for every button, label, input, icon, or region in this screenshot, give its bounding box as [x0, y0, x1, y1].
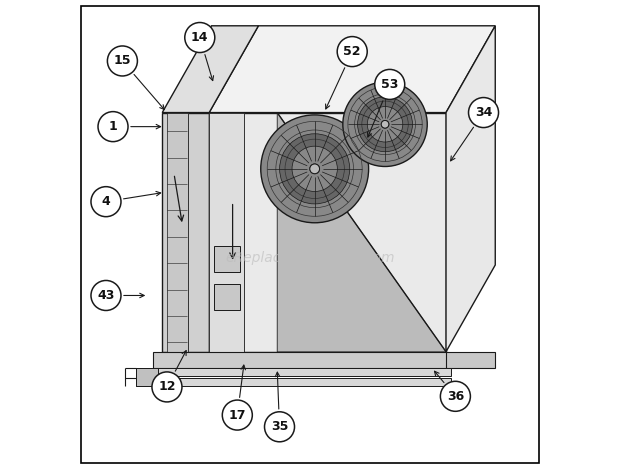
Text: 1: 1 [108, 120, 117, 133]
Polygon shape [136, 378, 451, 386]
Ellipse shape [367, 106, 403, 142]
Circle shape [185, 23, 215, 53]
Ellipse shape [381, 121, 389, 128]
Circle shape [374, 69, 405, 99]
Polygon shape [167, 113, 188, 352]
Polygon shape [136, 368, 157, 386]
Polygon shape [446, 26, 495, 352]
Circle shape [469, 98, 498, 128]
Text: 53: 53 [381, 78, 399, 91]
Polygon shape [446, 352, 495, 368]
Text: 43: 43 [97, 289, 115, 302]
Text: 34: 34 [475, 106, 492, 119]
Text: 12: 12 [158, 380, 175, 393]
Ellipse shape [292, 146, 337, 191]
Polygon shape [277, 113, 446, 352]
Polygon shape [209, 113, 244, 352]
FancyBboxPatch shape [214, 284, 240, 310]
Polygon shape [209, 26, 495, 113]
Ellipse shape [343, 82, 427, 166]
Circle shape [152, 372, 182, 402]
Circle shape [91, 280, 121, 310]
Ellipse shape [358, 97, 412, 152]
Circle shape [440, 381, 471, 411]
Text: eReplacementParts.com: eReplacementParts.com [225, 251, 395, 265]
Polygon shape [136, 368, 451, 376]
Ellipse shape [261, 115, 369, 223]
Text: 36: 36 [447, 390, 464, 403]
Polygon shape [209, 113, 446, 352]
FancyBboxPatch shape [214, 246, 240, 272]
Ellipse shape [280, 134, 350, 204]
Ellipse shape [310, 164, 319, 174]
Text: 35: 35 [271, 420, 288, 433]
Circle shape [265, 412, 294, 442]
Polygon shape [162, 26, 259, 113]
Text: 15: 15 [113, 54, 131, 68]
Ellipse shape [381, 121, 389, 128]
Circle shape [107, 46, 138, 76]
Text: 17: 17 [229, 408, 246, 422]
Text: 4: 4 [102, 195, 110, 208]
Text: 52: 52 [343, 45, 361, 58]
Circle shape [91, 187, 121, 217]
Polygon shape [153, 352, 448, 368]
Text: 14: 14 [191, 31, 208, 44]
Circle shape [337, 37, 367, 67]
Circle shape [223, 400, 252, 430]
Circle shape [98, 112, 128, 142]
Polygon shape [162, 113, 209, 352]
Ellipse shape [310, 164, 319, 174]
